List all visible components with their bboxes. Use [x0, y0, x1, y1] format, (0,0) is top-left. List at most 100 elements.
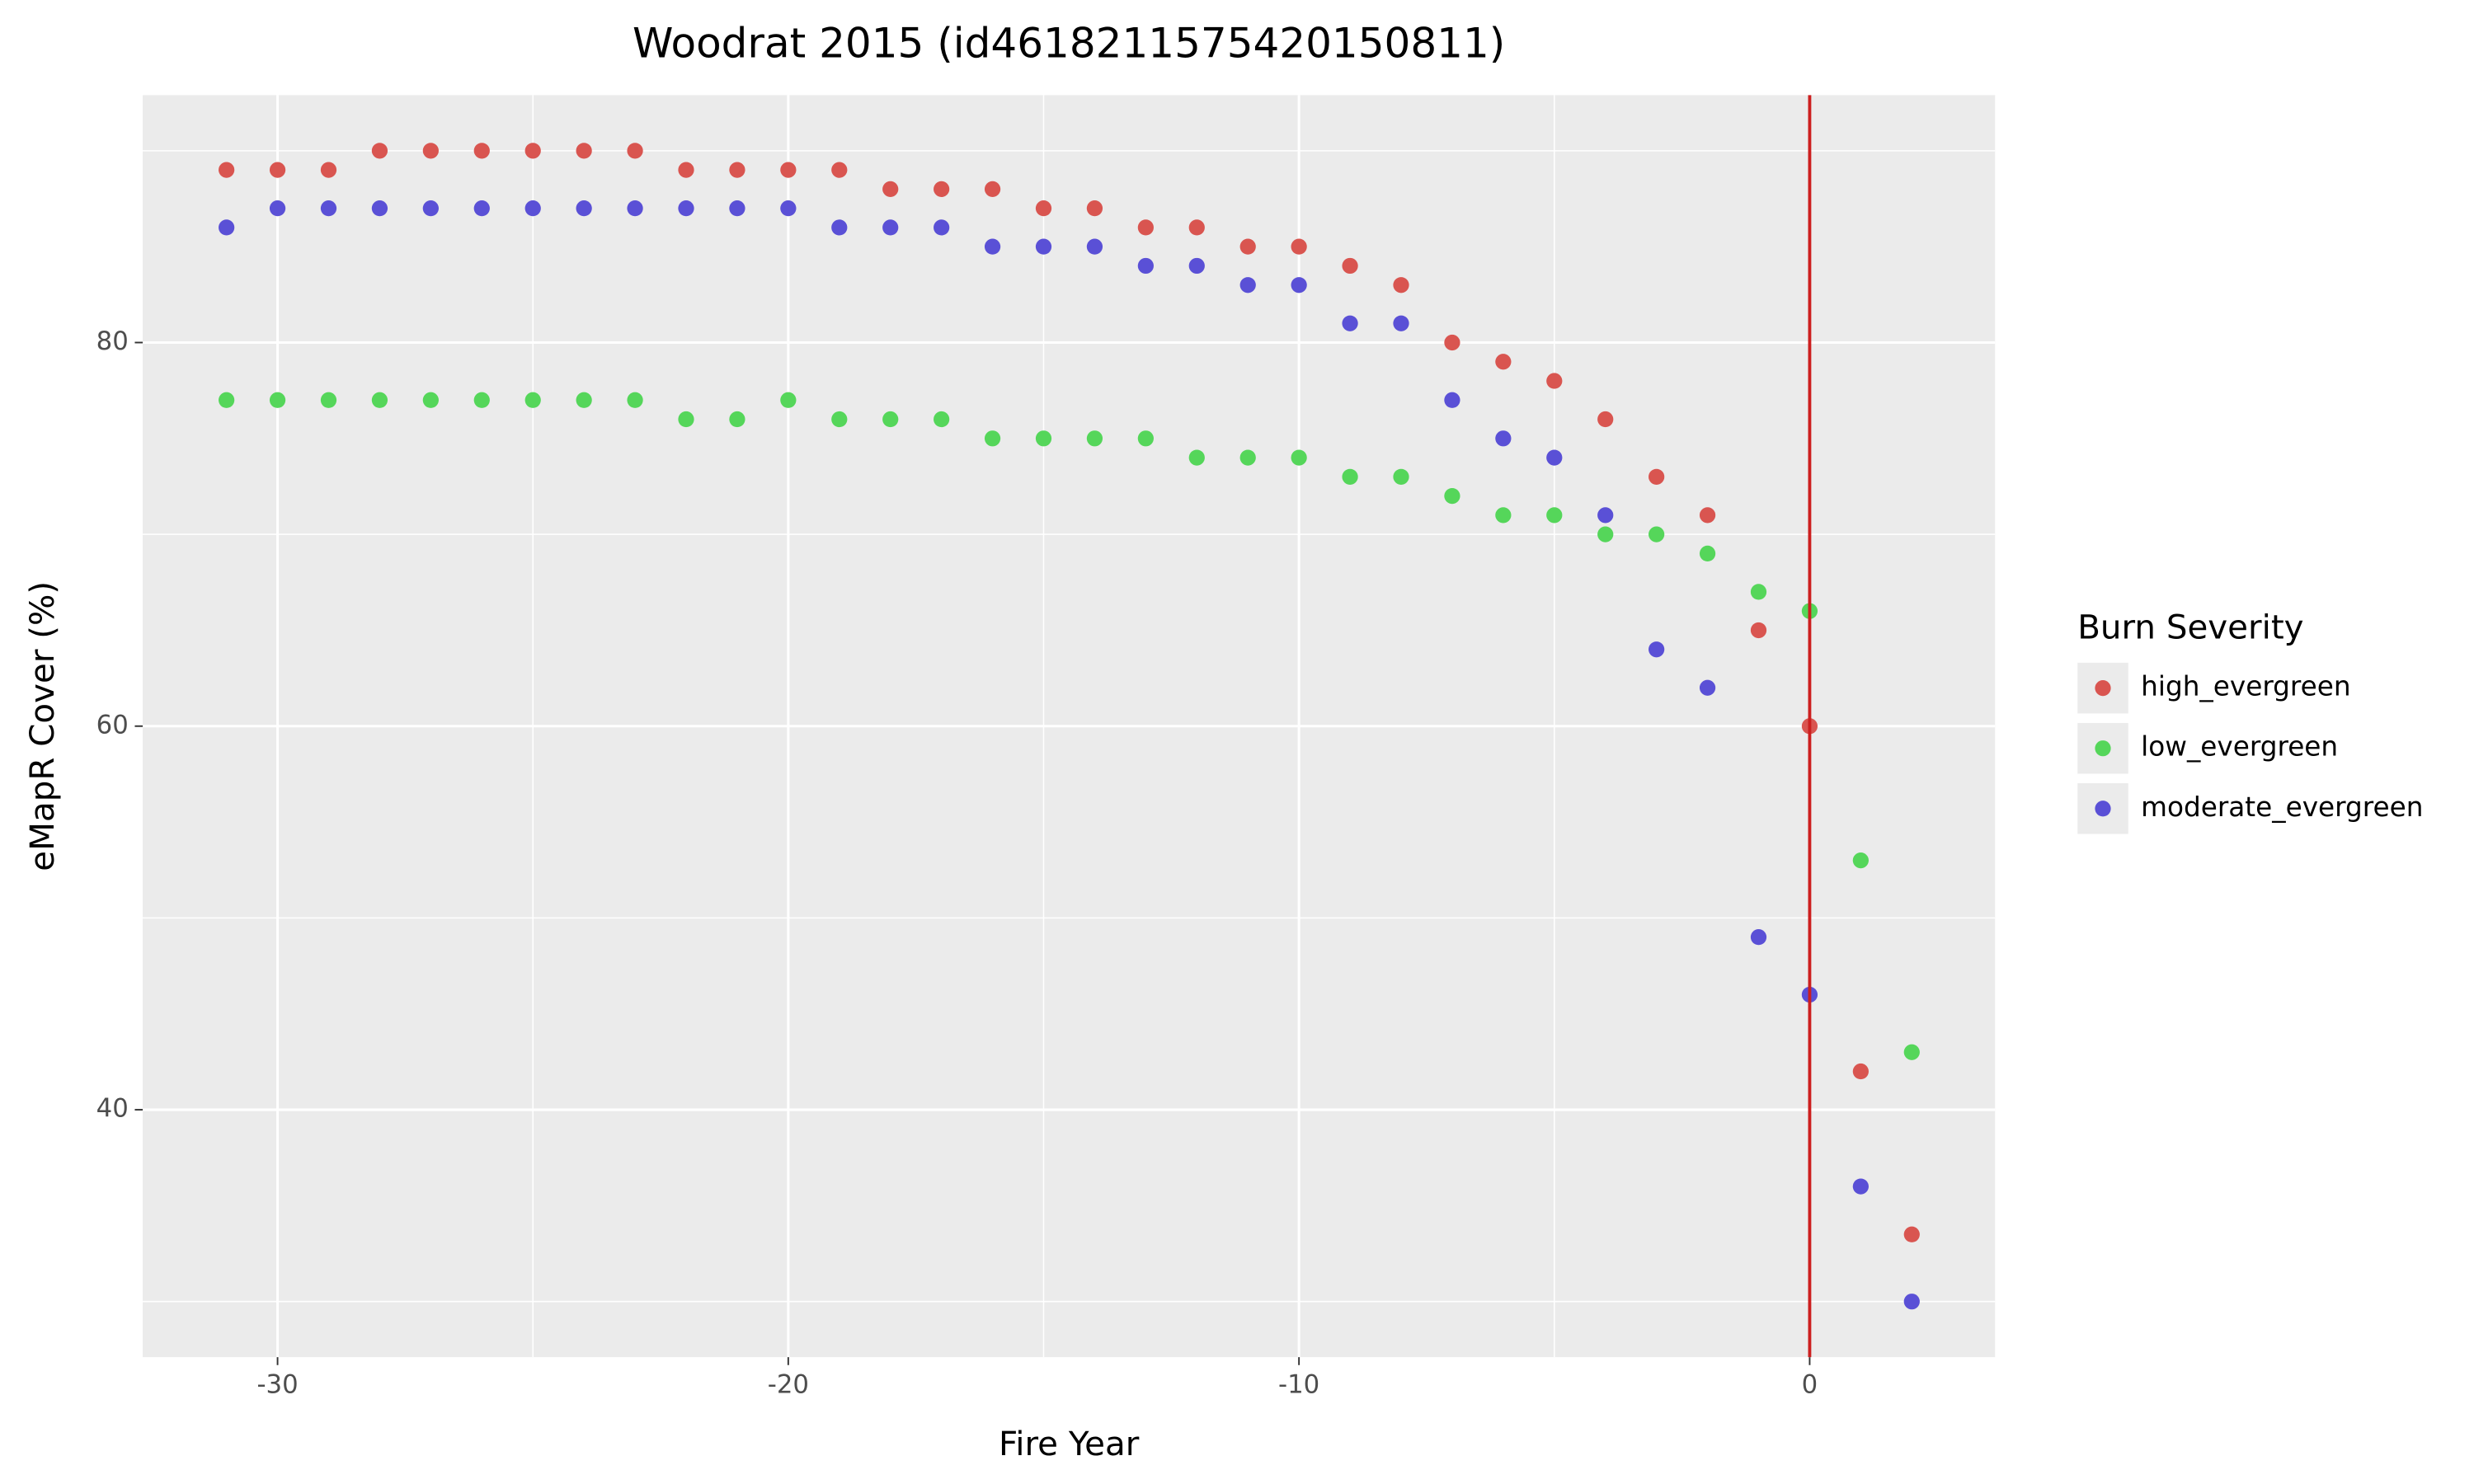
point: [1495, 430, 1512, 447]
point: [627, 392, 643, 408]
point: [1495, 354, 1512, 370]
point: [320, 392, 337, 408]
point: [320, 162, 337, 178]
point: [1444, 334, 1460, 351]
point: [269, 200, 286, 217]
point: [473, 200, 490, 217]
legend-marker: [2095, 680, 2111, 697]
point: [219, 219, 235, 236]
point: [984, 238, 1001, 255]
point: [984, 430, 1001, 447]
legend-label: low_evergreen: [2141, 731, 2338, 763]
point: [1291, 449, 1307, 466]
point: [524, 143, 541, 159]
point: [729, 200, 745, 217]
legend-marker: [2095, 801, 2111, 817]
point: [1086, 430, 1103, 447]
point: [1137, 257, 1154, 275]
point: [1649, 468, 1665, 485]
point: [1342, 315, 1358, 331]
chart-title: Woodrat 2015 (id461821157542015081​1): [633, 19, 1505, 67]
y-tick-label: 60: [96, 710, 129, 740]
point: [576, 200, 592, 217]
point: [1597, 507, 1614, 524]
point: [1699, 507, 1716, 524]
point: [1597, 526, 1614, 542]
point: [1444, 487, 1460, 505]
point: [1495, 507, 1512, 524]
point: [219, 162, 235, 178]
y-tick-label: 40: [96, 1094, 129, 1124]
point: [1035, 200, 1052, 217]
point: [1699, 679, 1716, 696]
point: [1291, 238, 1307, 255]
point: [576, 143, 592, 159]
point: [729, 411, 745, 428]
point: [831, 162, 848, 178]
point: [1239, 449, 1256, 466]
point: [1188, 257, 1205, 275]
point: [422, 143, 439, 159]
point: [524, 392, 541, 408]
x-tick-label: -20: [768, 1369, 809, 1399]
point: [1291, 277, 1307, 294]
point: [678, 200, 694, 217]
point: [524, 200, 541, 217]
point: [1852, 1063, 1869, 1080]
point: [1699, 545, 1716, 562]
point: [934, 181, 950, 197]
point: [269, 162, 286, 178]
point: [576, 392, 592, 408]
point: [1546, 507, 1563, 524]
point: [831, 411, 848, 428]
point: [1393, 315, 1409, 331]
point: [1188, 219, 1205, 236]
point: [1750, 584, 1767, 600]
y-tick-label: 80: [96, 326, 129, 356]
point: [1852, 1178, 1869, 1195]
point: [831, 219, 848, 236]
point: [320, 200, 337, 217]
point: [780, 392, 797, 408]
point: [934, 219, 950, 236]
point: [1086, 238, 1103, 255]
point: [422, 392, 439, 408]
point: [882, 219, 899, 236]
point: [934, 411, 950, 428]
point: [729, 162, 745, 178]
point: [1852, 852, 1869, 869]
point: [882, 181, 899, 197]
point: [780, 200, 797, 217]
point: [371, 143, 388, 159]
point: [1903, 1044, 1920, 1060]
y-axis-title: eMapR Cover (%): [23, 581, 62, 871]
x-tick-label: 0: [1802, 1369, 1818, 1399]
legend-label: high_evergreen: [2141, 671, 2350, 702]
point: [1546, 449, 1563, 466]
point: [1342, 257, 1358, 275]
point: [678, 162, 694, 178]
point: [1239, 277, 1256, 294]
point: [1750, 929, 1767, 946]
point: [1035, 238, 1052, 255]
point: [1137, 219, 1154, 236]
point: [1546, 373, 1563, 389]
point: [1239, 238, 1256, 255]
x-axis-title: Fire Year: [999, 1425, 1140, 1463]
x-tick-label: -10: [1278, 1369, 1319, 1399]
point: [473, 143, 490, 159]
point: [1649, 526, 1665, 542]
point: [627, 143, 643, 159]
point: [1649, 641, 1665, 658]
point: [473, 392, 490, 408]
point: [1086, 200, 1103, 217]
legend-title: Burn Severity: [2077, 608, 2303, 646]
legend-marker: [2095, 740, 2111, 757]
point: [371, 200, 388, 217]
point: [371, 392, 388, 408]
point: [984, 181, 1001, 197]
point: [1393, 277, 1409, 294]
legend-label: moderate_evergreen: [2141, 791, 2423, 823]
point: [1188, 449, 1205, 466]
point: [1035, 430, 1052, 447]
